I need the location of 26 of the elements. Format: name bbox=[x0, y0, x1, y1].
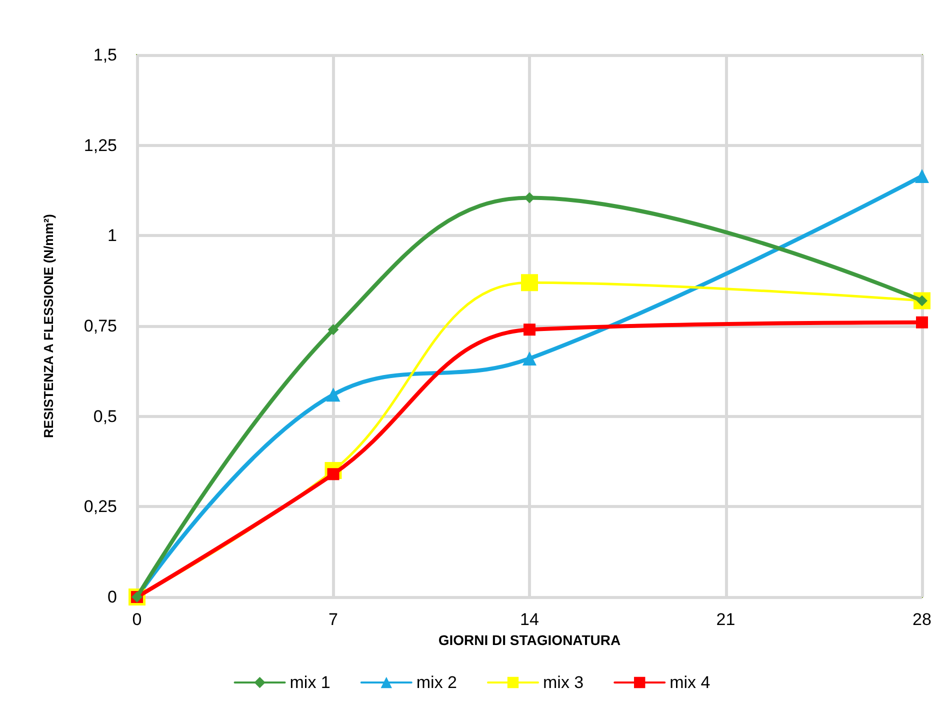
y-tick-label: 1 bbox=[108, 226, 117, 246]
point bbox=[916, 316, 928, 328]
x-tick-label: 21 bbox=[716, 610, 736, 629]
x-tick-label: 7 bbox=[328, 610, 338, 629]
point bbox=[524, 192, 535, 204]
y-tick-label: 1,25 bbox=[84, 136, 117, 155]
point bbox=[328, 324, 339, 336]
point bbox=[522, 352, 536, 366]
x-tick-label: 28 bbox=[912, 610, 932, 629]
point bbox=[326, 388, 340, 402]
legend-label: mix 3 bbox=[543, 673, 584, 692]
point bbox=[521, 274, 538, 292]
y-tick-label: 0,25 bbox=[84, 497, 117, 516]
x-tick-label: 14 bbox=[520, 610, 539, 629]
legend-label: mix 1 bbox=[290, 673, 330, 692]
point bbox=[915, 169, 929, 184]
x-axis-title: GIORNI DI STAGIONATURA bbox=[438, 632, 621, 648]
y-tick-label: 0,5 bbox=[93, 406, 117, 426]
x-tick-label: 0 bbox=[132, 610, 142, 629]
legend-label: mix 4 bbox=[670, 673, 710, 692]
y-tick-label: 0 bbox=[108, 588, 117, 606]
y-tick-label: 1,5 bbox=[93, 46, 117, 64]
point bbox=[524, 324, 536, 336]
y-tick-label: 0,75 bbox=[84, 316, 117, 336]
y-axis-title: RESISTENZA A FLESSIONE (N/mm²) bbox=[41, 214, 56, 438]
legend-label: mix 2 bbox=[416, 673, 458, 692]
